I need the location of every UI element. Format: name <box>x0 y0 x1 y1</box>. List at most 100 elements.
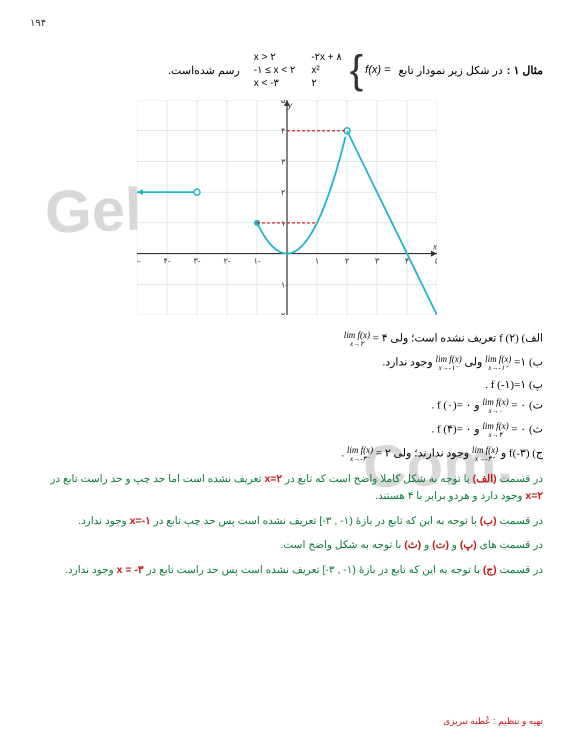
be-text: ب) ۱= <box>514 357 543 369</box>
note-pts: در قسمت های (پ) و (ت) و (ث) با توجه به ش… <box>30 537 543 554</box>
page-number: ۱۹۴ <box>30 18 46 29</box>
t: وجود ندارد. <box>65 564 117 576</box>
footer-credit: تهیه و تنظیم : عُطبه تبریزی <box>443 716 543 727</box>
be-end: وجود ندارد. <box>382 357 432 369</box>
svg-text:۲: ۲ <box>281 188 285 197</box>
example-label: مثال ۱ : <box>507 64 543 77</box>
r: x=۲ <box>264 473 282 485</box>
r: (الف) <box>473 473 497 485</box>
je-lim1: lim f(x)x→-۳⁺ <box>472 445 498 463</box>
cond-0: x > ۲ <box>254 52 296 63</box>
t: تعریف نشده است اما حد چپ و حد راست تابع … <box>50 473 264 485</box>
t: در قسمت <box>497 564 543 576</box>
t: در قسمت <box>497 473 543 485</box>
t: در قسمت های <box>477 539 543 551</box>
s: x→-۱⁺ <box>488 364 508 372</box>
svg-text:-۲: -۲ <box>281 311 288 315</box>
r: x=۲ <box>525 490 543 502</box>
svg-text:x: x <box>432 243 437 252</box>
item-be: ب) ۱= lim f(x)x→-۱⁺ ولی lim f(x)x→-۱⁻ وج… <box>30 354 543 372</box>
t: و <box>449 539 460 551</box>
be-lim2: lim f(x)x→-۱⁻ <box>435 354 461 372</box>
lim-t: lim f(x) <box>344 330 370 340</box>
example-definition: مثال ۱ : در شکل زیر نمودار تابع x > ۲ -۱… <box>30 50 543 90</box>
svg-text:۱: ۱ <box>281 219 285 228</box>
svg-text:۱: ۱ <box>314 257 318 266</box>
item-pe: پ) ۱=(۱-) f . <box>30 378 543 391</box>
je-lim2: lim f(x)x→-۳⁻ <box>347 445 373 463</box>
piecewise-exprs: -۲x + ۸ x² ۲ <box>305 52 347 89</box>
r: (ت) <box>432 539 449 551</box>
r: (پ) <box>460 539 477 551</box>
alef-text: الف) f (۲) تعریف نشده است؛ ولی ۴ = <box>373 333 543 345</box>
note-je: در قسمت (ج) با توجه به این که تابع در با… <box>30 562 543 579</box>
je-end: . <box>341 448 344 460</box>
se-lim: lim f(x)x→۴ <box>482 421 508 439</box>
alef-lim: lim f(x)x→۲ <box>344 330 370 348</box>
svg-text:-۱: -۱ <box>281 280 288 289</box>
s: x→۴ <box>489 431 503 439</box>
be-mid: ولی <box>464 357 482 369</box>
r: (ج) <box>483 564 497 576</box>
svg-text:۳: ۳ <box>281 157 286 166</box>
t: و <box>421 539 432 551</box>
t: با توجه به شکل کاملا واضح است که تابع در <box>282 473 473 485</box>
s: x→-۳⁻ <box>350 455 370 463</box>
item-te: ت) ۰ = lim f(x)x→۰ و ۰ =(۰) f . <box>30 397 543 415</box>
note-be: در قسمت (ب) با توجه به این که تابع در با… <box>30 513 543 530</box>
svg-text:-۲: -۲ <box>223 257 230 266</box>
l: lim f(x) <box>347 445 373 455</box>
expr-1: x² <box>311 65 341 76</box>
lim-s: x→۲ <box>350 340 364 348</box>
l: lim f(x) <box>485 354 511 364</box>
te-lim: lim f(x)x→۰ <box>482 397 508 415</box>
r: (ب) <box>480 515 497 527</box>
l: lim f(x) <box>482 421 508 431</box>
svg-text:۲: ۲ <box>344 257 348 266</box>
je-text: ج) (۳-)f و <box>501 448 543 460</box>
svg-text:۴: ۴ <box>281 127 285 136</box>
t: وجود ندارد. <box>78 515 130 527</box>
svg-text:-۳: -۳ <box>193 257 200 266</box>
r: (ث) <box>404 539 421 551</box>
r: x=-۱ <box>130 515 151 527</box>
item-alef: الف) f (۲) تعریف نشده است؛ ولی ۴ = lim f… <box>30 330 543 348</box>
expr-0: -۲x + ۸ <box>311 52 341 63</box>
svg-text:-۵: -۵ <box>137 257 141 266</box>
l: lim f(x) <box>482 397 508 407</box>
svg-text:۳: ۳ <box>374 257 379 266</box>
svg-text:-۱: -۱ <box>253 257 260 266</box>
l: lim f(x) <box>435 354 461 364</box>
item-se: ث) ۰ = lim f(x)x→۴ و ۰ =(۴) f . <box>30 421 543 439</box>
s: x→۰ <box>489 407 503 415</box>
be-lim1: lim f(x)x→-۱⁺ <box>485 354 511 372</box>
piecewise-function: x > ۲ -۱ ≤ x < ۲ x < -۳ -۲x + ۸ x² ۲ { f… <box>248 50 391 90</box>
se-text: ث) ۰ = <box>511 424 543 436</box>
cond-2: x < -۳ <box>254 78 296 89</box>
fx-label: f(x) = <box>365 64 390 76</box>
example-suffix: رسم شده‌است. <box>168 64 240 77</box>
item-je: ج) (۳-)f و lim f(x)x→-۳⁺ وجود ندارند؛ ول… <box>30 445 543 463</box>
piecewise-conditions: x > ۲ -۱ ≤ x < ۲ x < -۳ <box>248 52 302 89</box>
function-graph: -۵-۴-۳-۲-۱۱۲۳۴۵-۲-۱۱۲۳۴۵xy <box>137 100 437 315</box>
example-intro: در شکل زیر نمودار تابع <box>399 64 503 77</box>
s: x→-۳⁺ <box>475 455 495 463</box>
s: x→-۱⁻ <box>439 364 459 372</box>
svg-text:۵: ۵ <box>281 100 285 105</box>
note-alef: در قسمت (الف) با توجه به شکل کاملا واضح … <box>30 471 543 505</box>
t: وجود دارد و هردو برابر با ۴ هستند. <box>375 490 525 502</box>
r: x = -۳ <box>117 564 144 576</box>
t: با توجه به این که تابع در بازهٔ (۱- , ۳-… <box>151 515 480 527</box>
te-mid: و ۰ =(۰) f . <box>431 400 479 412</box>
svg-text:۵: ۵ <box>434 257 436 266</box>
se-mid: و ۰ =(۴) f . <box>431 424 479 436</box>
t: با توجه به این که تابع در بازهٔ (۱- , ۳-… <box>144 564 483 576</box>
je-mid: وجود ندارند؛ ولی ۲ = <box>376 448 469 460</box>
t: در قسمت <box>497 515 543 527</box>
expr-2: ۲ <box>311 78 341 89</box>
svg-text:۴: ۴ <box>404 257 408 266</box>
cond-1: -۱ ≤ x < ۲ <box>254 65 296 76</box>
svg-text:-۴: -۴ <box>163 257 170 266</box>
t: با توجه به شکل واضح است. <box>280 539 404 551</box>
brace-left: { <box>350 50 363 90</box>
